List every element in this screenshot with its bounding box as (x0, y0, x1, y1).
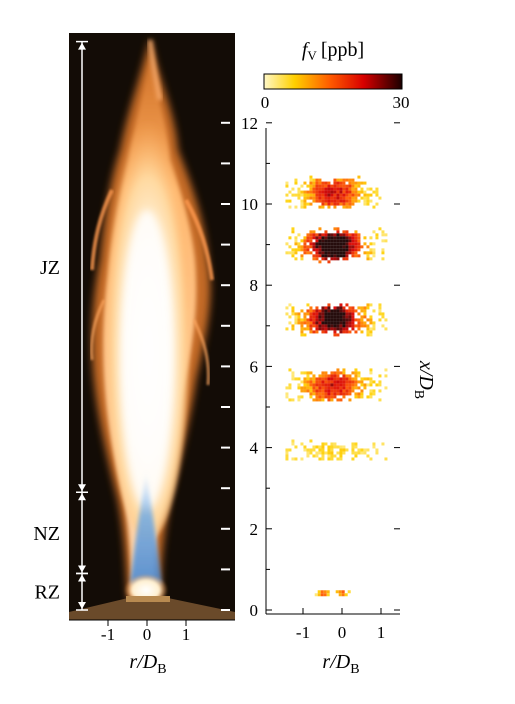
soot-band (285, 227, 388, 264)
colorbar-gradient (263, 73, 403, 90)
left-x-tick-label: -1 (101, 625, 115, 644)
flame-wisp (184, 199, 214, 281)
right-y-axis-title-var: x/D (415, 360, 437, 390)
y-tick-label: 10 (241, 195, 258, 214)
colorbar-label-sub: V (307, 48, 317, 63)
colorbar-label-unit: [ppb] (321, 39, 364, 61)
zone-label-nz: NZ (33, 523, 60, 545)
y-tick-label: 8 (250, 276, 259, 295)
zone-label-jz: JZ (40, 257, 60, 279)
flame-photo (69, 33, 235, 620)
soot-band (285, 175, 382, 209)
left-x-axis-title: r/DB (129, 651, 166, 677)
left-x-axis-title-sub: B (157, 662, 166, 677)
colorbar-label: fV [ppb] (302, 39, 364, 63)
colorbar-max-label: 30 (393, 93, 410, 112)
colorbar-label-var: f (302, 39, 310, 61)
right-y-axis-title-sub: B (411, 390, 426, 399)
x-tick-label: 1 (377, 623, 386, 642)
y-tick-label: 12 (241, 114, 258, 133)
flame-tip (147, 39, 163, 101)
y-tick-label: 6 (250, 357, 259, 376)
colorbar-min-label: 0 (261, 93, 270, 112)
left-x-tick-label: 0 (143, 625, 152, 644)
y-tick-label: 0 (250, 601, 259, 620)
soot-bands (285, 175, 388, 597)
right-y-ticks: 0 2 4 6 8 10 12 (241, 114, 400, 620)
right-x-axis-title-var: r/D (322, 651, 350, 673)
flame-wisp (192, 319, 210, 386)
burner-top (126, 596, 170, 602)
soot-plot-area (266, 128, 400, 613)
right-y-axis-title: x/DB (411, 360, 437, 399)
x-tick-label: -1 (296, 623, 310, 642)
left-x-axis: r/DB -1 0 1 (69, 619, 235, 677)
right-x-axis-title-sub: B (350, 662, 359, 677)
flame-wisp (90, 299, 106, 361)
flame-wisp (90, 189, 114, 271)
flame-blue-cone (130, 470, 162, 585)
right-x-axis-title: r/DB (322, 651, 359, 677)
burner (69, 598, 235, 620)
zone-annotations: JZ NZ RZ (33, 40, 88, 611)
mid-tick-marks (221, 121, 230, 611)
right-x-ticks: -1 0 1 (296, 608, 385, 642)
y-tick-label: 4 (250, 439, 259, 458)
colorbar: fV [ppb] 0 30 (261, 39, 410, 112)
flame-core-inner (121, 210, 173, 510)
zone-arrow-rz (76, 572, 88, 611)
soot-band (285, 368, 388, 402)
zone-label-rz: RZ (34, 582, 60, 604)
soot-band (314, 590, 351, 597)
y-tick-label: 2 (250, 520, 259, 539)
left-x-tick-label: 1 (182, 625, 191, 644)
soot-band (285, 439, 388, 461)
x-tick-label: 0 (338, 623, 347, 642)
soot-band (285, 303, 388, 337)
left-x-axis-title-var: r/D (129, 651, 157, 673)
